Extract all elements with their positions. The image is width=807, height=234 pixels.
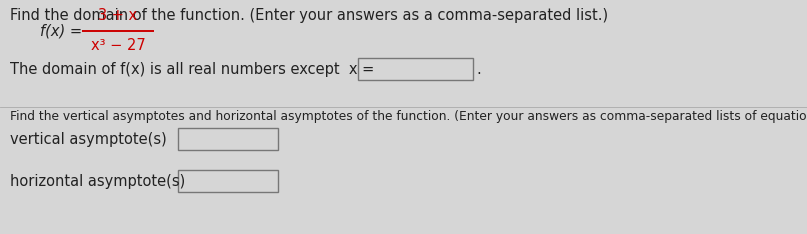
Text: Find the vertical asymptotes and horizontal asymptotes of the function. (Enter y: Find the vertical asymptotes and horizon…: [10, 110, 807, 123]
Text: The domain of f(x) is all real numbers except  x =: The domain of f(x) is all real numbers e…: [10, 62, 374, 77]
Text: x³ − 27: x³ − 27: [90, 38, 145, 53]
Text: Find the domain of the function. (Enter your answers as a comma-separated list.): Find the domain of the function. (Enter …: [10, 8, 608, 23]
Text: vertical asymptote(s): vertical asymptote(s): [10, 132, 167, 147]
Text: .: .: [476, 62, 481, 77]
FancyBboxPatch shape: [178, 128, 278, 150]
FancyBboxPatch shape: [358, 58, 473, 80]
Text: 3 + x: 3 + x: [98, 8, 137, 23]
FancyBboxPatch shape: [178, 170, 278, 192]
Text: f(x) =: f(x) =: [40, 23, 82, 39]
Text: horizontal asymptote(s): horizontal asymptote(s): [10, 174, 186, 189]
